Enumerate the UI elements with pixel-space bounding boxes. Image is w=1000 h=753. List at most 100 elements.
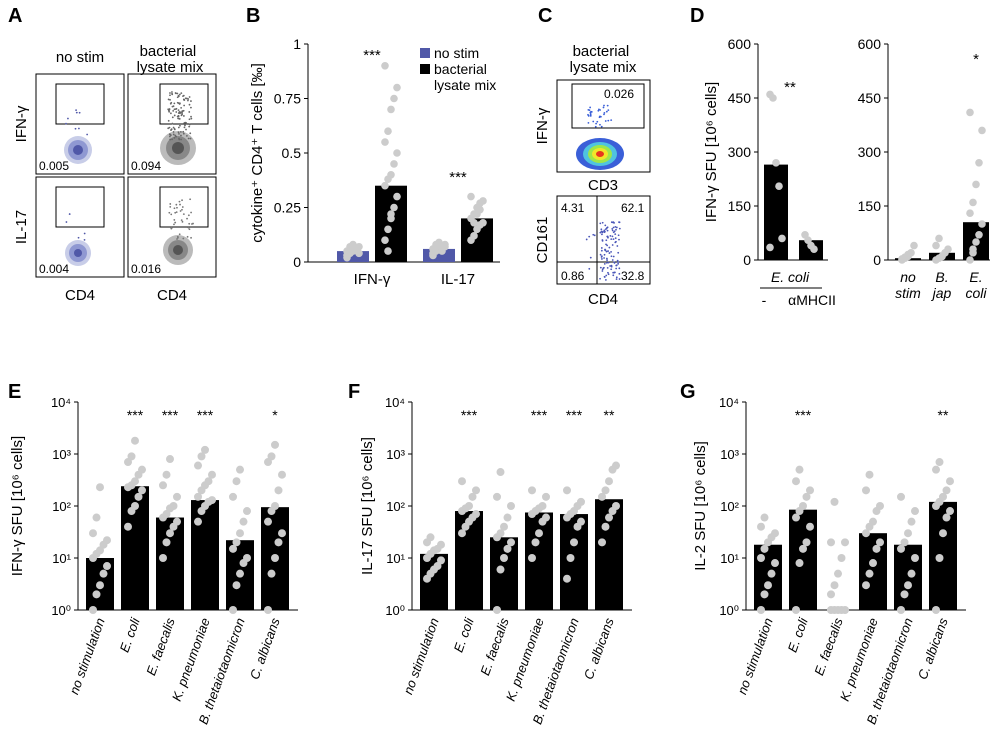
event-dot [603,275,606,278]
event-dot [601,258,603,260]
event-dot [617,262,620,265]
event-dot [599,123,601,126]
event-dot [86,133,89,136]
event-dot [605,274,608,277]
event-dot [179,203,181,206]
y-tick-label: 0 [293,254,301,270]
event-dot [590,110,592,113]
event-dot [174,134,177,137]
data-point [802,492,811,501]
data-point [865,569,874,578]
event-dot [604,120,607,122]
event-dot [600,249,603,252]
data-point [96,581,104,590]
data-point [232,538,241,547]
event-dot [190,106,192,109]
event-dot [171,105,174,108]
y-tick-label: 150 [858,198,882,214]
event-dot [589,106,592,109]
event-dot [587,121,590,124]
data-point [757,606,765,614]
event-dot [187,214,190,217]
x-tick-label: jap [931,285,952,301]
event-dot [610,250,612,253]
event-dot [585,238,588,241]
x-tick-label: no stimulation [734,616,776,697]
event-dot [173,108,176,111]
y-axis-label-cd161: CD161 [534,217,551,264]
event-dot [603,104,605,107]
y-tick-label: 10³ [720,447,739,462]
cell-population-blue [64,136,92,266]
significance-label: ** [938,407,949,423]
y-tick-label: 10¹ [386,551,405,566]
panel-letter-f: F [348,381,360,403]
data-point [208,470,216,479]
event-dot [594,125,597,128]
data-point [771,529,779,538]
event-dot [171,92,173,95]
y-tick-label: 1 [293,36,301,52]
data-point [390,94,398,103]
gated-events [65,91,194,241]
event-dot [182,132,185,135]
event-dot [174,221,177,224]
bar [859,533,887,610]
event-dot [186,217,188,220]
data-point [470,232,478,240]
event-dot [175,92,177,95]
event-dot [172,126,175,129]
x-tick-label: - [762,292,767,308]
event-dot [601,233,603,236]
data-point [907,517,916,526]
panel-letter-a: A [8,5,22,27]
data-point [897,492,905,501]
event-dot [592,233,595,236]
x-tick-label: C. albicans [915,615,951,681]
data-point [862,581,870,590]
data-point [267,452,276,461]
data-point [384,247,392,255]
data-point [841,606,849,614]
significance-label: *** [449,169,467,186]
flow-plot-frame [556,195,651,285]
event-dot [177,131,180,134]
event-dot [603,111,606,114]
event-dot [171,122,174,125]
event-dot [602,106,605,109]
data-point [535,529,543,538]
panel-letter-c: C [538,5,552,27]
event-dot [172,109,175,112]
event-dot [173,219,176,221]
data-point [458,477,466,486]
event-dot [602,266,605,269]
data-point [131,502,139,510]
event-dot [615,276,618,279]
event-dot [610,255,613,258]
data-point [278,470,286,479]
event-dot [603,113,605,116]
event-dot [176,96,179,99]
data-point [441,242,449,251]
x-tick-label: E. faecalis [477,615,512,677]
data-point [96,483,104,492]
event-dot [167,109,170,112]
event-dot [599,222,602,225]
event-dot [189,137,192,140]
y-tick-label: 10² [52,499,71,514]
event-dot [188,111,191,113]
data-point [775,182,783,190]
event-dot [599,277,601,280]
event-dot [609,234,612,237]
event-dot [188,103,191,106]
event-dot [611,244,614,246]
y-tick-label: 10⁰ [51,603,71,618]
data-point [900,590,909,599]
event-dot [65,221,68,223]
cell-population-gray [160,131,196,265]
data-point [760,513,769,522]
flow-value: 0.094 [131,159,161,173]
event-dot [178,233,181,236]
event-dot [78,111,81,114]
data-point [598,538,606,547]
